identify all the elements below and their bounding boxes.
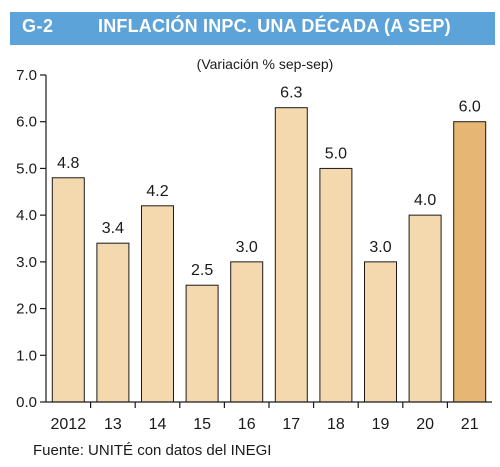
x-tick-label: 20	[416, 416, 434, 433]
y-tick-label: 2.0	[16, 301, 37, 318]
x-tick-label: 14	[149, 416, 167, 433]
data-label: 6.0	[459, 99, 481, 116]
data-label: 4.8	[57, 155, 79, 172]
y-tick-label: 7.0	[16, 67, 37, 84]
x-tick-label: 2012	[51, 416, 87, 433]
chart-subtitle: (Variación % sep-sep)	[196, 56, 334, 72]
data-label: 2.5	[191, 262, 213, 279]
chart-title: INFLACIÓN INPC. UNA DÉCADA (A SEP)	[98, 16, 451, 36]
bars	[51, 107, 487, 403]
data-label: 4.2	[146, 183, 168, 200]
bar-17	[274, 107, 308, 403]
data-label: 6.3	[280, 85, 302, 102]
x-axis: 2012 13 14 15 16 17 18 19 20 21	[46, 401, 492, 433]
y-tick-label: 3.0	[16, 254, 37, 271]
y-axis: 0.0 1.0 2.0 3.0 4.0 5.0 6.0 7.0	[16, 67, 47, 411]
x-tick-label: 16	[238, 416, 256, 433]
header-bar	[10, 12, 495, 45]
bar-20	[408, 214, 442, 403]
data-label: 3.4	[102, 220, 124, 237]
x-tick-label: 13	[104, 416, 122, 433]
bar-21	[453, 121, 487, 403]
bar-2012	[51, 177, 85, 403]
x-tick-label: 17	[282, 416, 300, 433]
bar-13	[96, 242, 130, 403]
bar-14	[141, 205, 174, 403]
y-tick-label: 4.0	[16, 207, 37, 224]
bar-18	[319, 167, 353, 403]
x-tick-label: 19	[372, 416, 390, 433]
y-tick-label: 5.0	[16, 160, 37, 177]
data-label: 5.0	[325, 145, 347, 162]
source-note: Fuente: UNITÉ con datos del INEGI	[33, 442, 272, 459]
y-tick-label: 1.0	[16, 347, 37, 364]
chart-code: G-2	[22, 16, 54, 36]
x-tick-label: 15	[193, 416, 211, 433]
bar-19	[364, 261, 397, 403]
y-tick-label: 0.0	[16, 394, 37, 411]
bar-16	[230, 261, 264, 403]
data-label: 4.0	[414, 192, 436, 209]
x-tick-label: 21	[461, 416, 479, 433]
x-tick-label: 18	[327, 416, 345, 433]
bar-15	[185, 284, 219, 403]
data-label: 3.0	[369, 239, 391, 256]
data-label: 3.0	[236, 239, 258, 256]
data-labels: 4.8 3.4 4.2 2.5 3.0 6.3 5.0 3.0 4.0 6.0	[57, 85, 481, 280]
y-tick-label: 6.0	[16, 114, 37, 131]
